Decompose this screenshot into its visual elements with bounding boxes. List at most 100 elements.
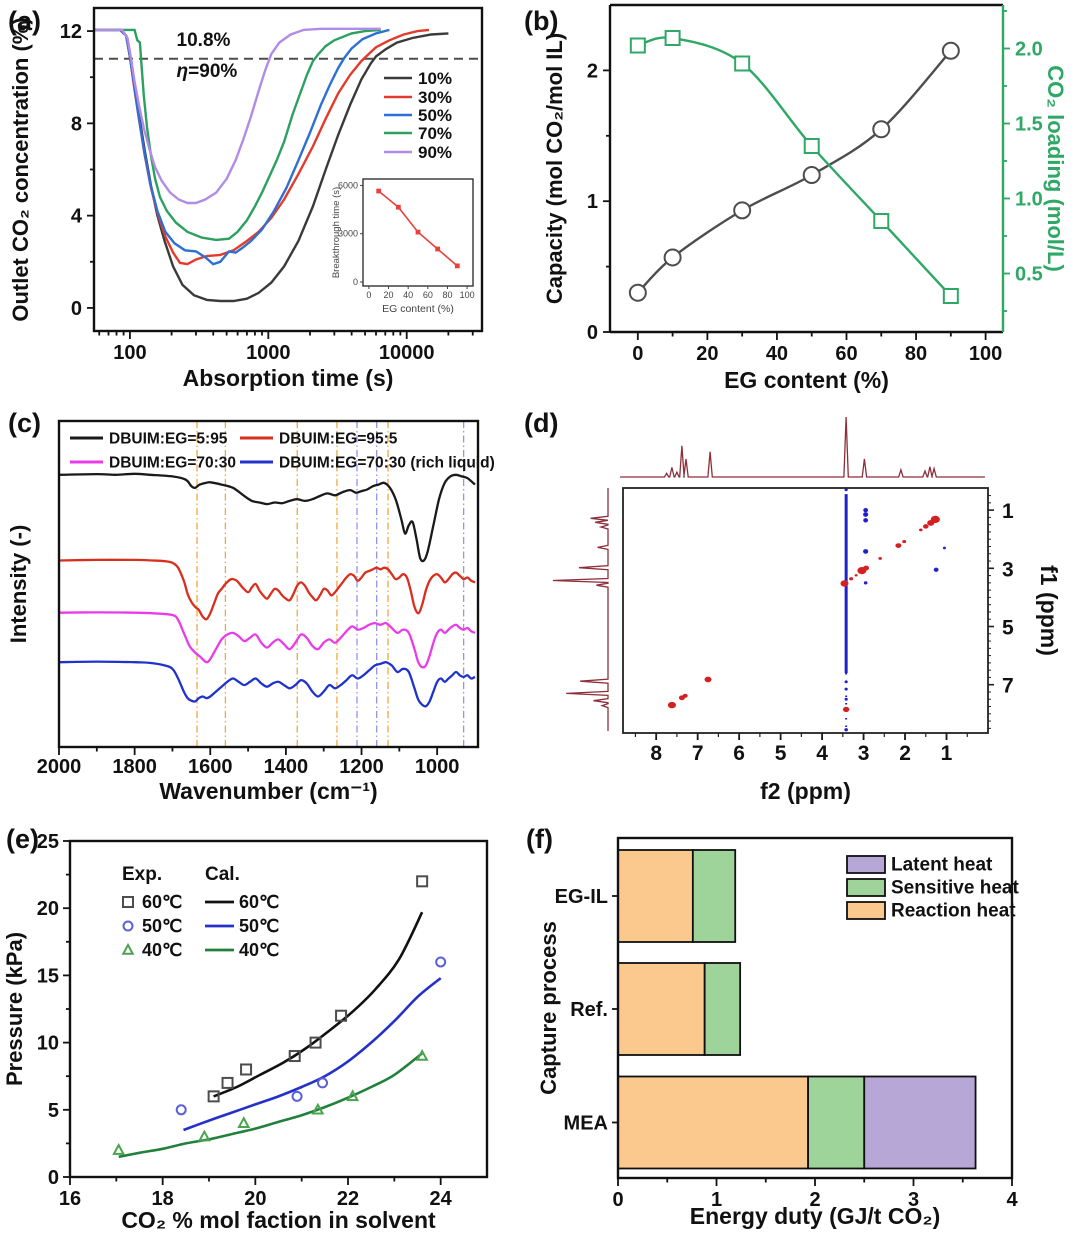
- legend-label: 30%: [418, 88, 452, 107]
- bars: [617, 849, 977, 1170]
- axes: [612, 836, 1014, 1186]
- x-tick-label: 0: [612, 1189, 623, 1211]
- cal-line: [118, 1052, 423, 1159]
- axes: [63, 839, 489, 1185]
- y-tick-label: 4: [71, 206, 83, 228]
- svg-text:0: 0: [366, 290, 371, 300]
- y-axis-title: f1 (ppm): [1036, 565, 1062, 656]
- y-left-tick-label: 0: [587, 322, 598, 344]
- red-cross-peak: [704, 676, 712, 683]
- x-tick-label: 6: [733, 742, 745, 765]
- bar-segment-EG-IL: [691, 849, 737, 943]
- blue-cross-peak: [863, 549, 869, 554]
- blue-cross-peak: [863, 507, 869, 513]
- x-tick-label: 16: [59, 1188, 81, 1210]
- blue-cross-peak: [844, 488, 848, 492]
- red-cross-peak: [863, 565, 870, 571]
- x-tick-label: 1200: [339, 756, 384, 778]
- series-circle: [636, 50, 952, 294]
- y-tick-label: 7: [1002, 675, 1014, 698]
- x-axis-title: Absorption time (s): [183, 365, 394, 391]
- panel-d-label: (d): [524, 408, 559, 438]
- tick-labels: 16 18 20 22 24 0 5 10 15 20 25: [37, 831, 453, 1210]
- y-left-tick-label: 1: [587, 191, 598, 213]
- svg-text:20: 20: [384, 290, 394, 300]
- y-tick-label: 3: [1002, 558, 1014, 581]
- blue-cross-peak: [863, 518, 869, 523]
- svg-text:3000: 3000: [338, 229, 358, 239]
- svg-text:100: 100: [460, 290, 475, 300]
- red-cross-peak: [849, 577, 854, 581]
- x-tick-label: 5: [775, 742, 787, 765]
- red-cross-peak: [842, 706, 850, 712]
- y-tick-label: 5: [1002, 617, 1014, 640]
- tick-labels: 0 20 40 60 80 100 0 1 2 0.5 1.0 1.5 2.0: [587, 39, 1043, 366]
- panel-c-label: (c): [8, 408, 41, 438]
- panel-b-label: (b): [524, 6, 559, 36]
- blue-cross-peak: [933, 567, 939, 572]
- red-cross-peak: [919, 528, 923, 532]
- svg-text:40: 40: [403, 290, 413, 300]
- guide-lines: [196, 421, 465, 747]
- x-tick-label: 100: [969, 343, 1002, 365]
- y-axis-title: Pressure (kPa): [2, 932, 27, 1086]
- y-tick-label: 25: [37, 831, 59, 853]
- cal-line: [183, 977, 442, 1132]
- blue-cross-peak: [942, 546, 946, 550]
- y-right-tick-label: 0.5: [1015, 264, 1043, 286]
- x-tick-label: 80: [905, 343, 927, 365]
- red-cross-peak: [854, 574, 858, 577]
- x-tick-label: 1: [711, 1189, 722, 1211]
- tick-labels: 8 7 6 5 4 3 2 1 1 3 5 7: [650, 500, 1014, 765]
- category-label: Ref.: [570, 999, 608, 1021]
- legend-exp-label: 60℃: [142, 892, 182, 912]
- axes: [87, 6, 484, 339]
- panel-f-label: (f): [526, 824, 553, 854]
- x-tick-label: 1: [941, 742, 953, 765]
- x-tick-label: 18: [152, 1188, 174, 1210]
- legend-swatch: [846, 901, 886, 920]
- y-tick-label: 0: [48, 1167, 59, 1189]
- x-tick-label: 8: [650, 742, 662, 765]
- annotation: 10.8%: [177, 30, 231, 51]
- legend-swatch: [846, 855, 886, 874]
- bar-segment-MEA: [617, 1075, 810, 1170]
- panel-c-chart: 2000 1800 1600 1400 1200 1000 Wavenumber (cm⁻¹…: [6, 419, 495, 804]
- x-tick-label: 60: [835, 343, 857, 365]
- red-cross-peak: [922, 524, 929, 529]
- svg-text:6000: 6000: [338, 180, 358, 190]
- panel-f-chart: 0 1 2 3 4 EG-IL Ref. MEA Energy duty (GJ/t CO₂) C…: [540, 836, 1019, 1229]
- x-tick-label: 20: [244, 1188, 266, 1210]
- legend-label: DBUIM:EG=70:30: [109, 455, 236, 472]
- annotation: η=90%: [177, 61, 238, 82]
- y-tick-label: 20: [37, 898, 59, 920]
- y-axis-title: Capture process: [540, 921, 561, 1095]
- x-tick-label: 1000: [246, 342, 291, 364]
- legend-swatch: [846, 878, 886, 897]
- red-cross-peak: [902, 539, 907, 544]
- blue-cross-peak: [844, 697, 848, 701]
- legend-label: DBUIM:EG=70:30 (rich liquid): [279, 455, 495, 472]
- series-70%: [94, 28, 381, 242]
- x-axis-title: CO₂ % mol faction in solvent: [121, 1207, 436, 1233]
- legend: Exp. Cal. 60℃ 60℃ 50℃ 50℃ 40℃ 40℃: [121, 864, 279, 960]
- panel-e-chart: 16 18 20 22 24 0 5 10 15 20 25 CO₂ % mol faction in…: [2, 831, 489, 1233]
- bar-segment-Ref.: [703, 962, 742, 1056]
- legend-cal-label: 60℃: [239, 892, 279, 912]
- y-tick-label: 15: [37, 965, 59, 987]
- y-right-tick-label: 1.0: [1015, 189, 1043, 211]
- red-cross-peak: [682, 693, 688, 698]
- x-axis-title: f2 (ppm): [760, 778, 851, 804]
- legend-label: 10%: [418, 69, 452, 88]
- axes: [603, 3, 1010, 340]
- x-tick-label: 40: [766, 343, 788, 365]
- y-axis-title: Intensity (-): [6, 525, 31, 644]
- legend-exp-label: 40℃: [142, 940, 182, 960]
- x-tick-label: 4: [1006, 1189, 1018, 1211]
- tick-labels: 0 1 2 3 4 EG-IL Ref. MEA: [555, 886, 1019, 1211]
- x-tick-label: 10000: [379, 342, 435, 364]
- axes: [622, 487, 994, 740]
- 2d-map: [667, 488, 946, 732]
